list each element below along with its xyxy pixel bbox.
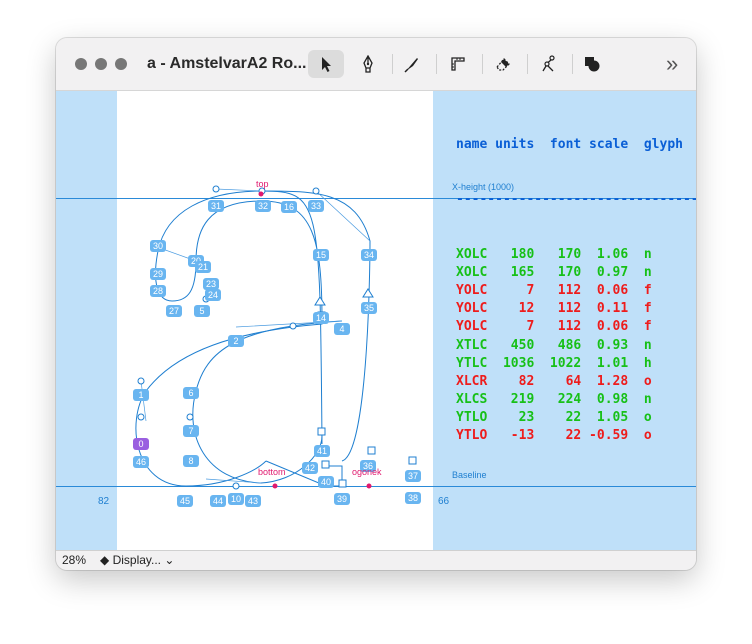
xheight-guide-label: X-height (1000) — [452, 182, 515, 192]
app-window: a - AmstelvarA2 Ro... » — [56, 38, 696, 570]
window-title: a - AmstelvarA2 Ro... — [147, 55, 307, 72]
point-number-badge[interactable]: 42 — [302, 462, 318, 474]
point-number-badge[interactable]: 46 — [133, 456, 149, 468]
metrics-table-row: YTLO -13 22 -0.59 o — [456, 428, 652, 444]
point-number-badge[interactable]: 43 — [245, 495, 261, 507]
point-number-badge[interactable]: 36 — [360, 460, 376, 472]
point-number-badge[interactable]: 38 — [405, 492, 421, 504]
baseline-guide-line[interactable] — [56, 486, 696, 487]
anchor-ogonek-label[interactable]: ogonek — [352, 467, 382, 477]
metrics-table-row: YTLO 23 22 1.05 o — [456, 410, 652, 426]
point-number-badge[interactable]: 28 — [150, 285, 166, 297]
point-number-badge[interactable]: 44 — [210, 495, 226, 507]
zoom-level[interactable]: 28% — [62, 553, 87, 567]
minimize-window-button[interactable] — [95, 58, 107, 70]
point-number-badge[interactable]: 2 — [228, 335, 244, 347]
knife-icon — [404, 58, 418, 73]
eraser-tool-button[interactable] — [485, 50, 521, 78]
glyph-canvas[interactable]: 0124567810141516202123242728293031323334… — [56, 91, 696, 550]
shapes-icon — [585, 57, 600, 72]
point-number-badge[interactable]: 6 — [183, 387, 199, 399]
point-number-badge[interactable]: 5 — [194, 305, 210, 317]
skeleton-tool-button[interactable] — [530, 50, 566, 78]
metrics-table-divider: -------------------------------- — [456, 192, 696, 207]
point-number-badge[interactable]: 24 — [205, 289, 221, 301]
point-number-badge[interactable]: 31 — [208, 200, 224, 212]
metrics-table-row: YTLC 1036 1022 1.01 h — [456, 355, 652, 371]
left-sidebearing-value: 82 — [98, 496, 110, 507]
pointer-tool-button[interactable] — [308, 50, 344, 78]
point-number-badge[interactable]: 14 — [313, 312, 329, 324]
point-number-badge[interactable]: 30 — [150, 240, 166, 252]
metrics-table-row: XOLC 180 170 1.06 n — [456, 246, 652, 262]
close-window-button[interactable] — [75, 58, 87, 70]
metrics-table-header: name units font scale glyph — [456, 137, 683, 153]
point-number-badge[interactable]: 45 — [177, 495, 193, 507]
metrics-table-row: YOLC 12 112 0.11 f — [456, 301, 652, 317]
point-number-badge[interactable]: 33 — [308, 200, 324, 212]
xheight-guide-line[interactable] — [56, 198, 696, 199]
point-number-badge[interactable]: 32 — [255, 200, 271, 212]
point-number-badge[interactable]: 41 — [314, 445, 330, 457]
metrics-table-row: YOLC 7 112 0.06 f — [456, 319, 652, 335]
point-number-badge[interactable]: 15 — [313, 249, 329, 261]
zoom-window-button[interactable] — [115, 58, 127, 70]
metrics-table: name units font scale glyph ------------… — [456, 100, 696, 482]
point-number-badge[interactable]: 35 — [361, 302, 377, 314]
skeleton-icon — [542, 55, 555, 72]
status-bar: 28% ◆ Display... ⌄ — [56, 550, 696, 570]
metrics-table-row: XLCS 219 224 0.98 n — [456, 392, 652, 408]
metrics-table-row: YOLC 7 112 0.06 f — [456, 282, 652, 298]
shapes-tool-button[interactable] — [574, 50, 610, 78]
point-number-badge[interactable]: 10 — [228, 493, 244, 505]
glyph-page — [117, 91, 433, 550]
chevron-down-icon: ⌄ — [164, 553, 175, 567]
point-number-badge[interactable]: 40 — [318, 476, 334, 488]
more-tools-button[interactable]: » — [666, 51, 679, 76]
point-number-badge[interactable]: 39 — [334, 493, 350, 505]
point-number-badge[interactable]: 27 — [166, 305, 182, 317]
right-sidebearing-value: 66 — [438, 496, 450, 507]
point-number-badge[interactable]: 21 — [195, 261, 211, 273]
metrics-table-row: XOLC 165 170 0.97 n — [456, 264, 652, 280]
display-menu-label: ◆ Display... — [100, 553, 162, 567]
baseline-guide-label: Baseline — [452, 470, 487, 480]
display-menu[interactable]: ◆ Display... ⌄ — [100, 553, 174, 567]
point-number-badge[interactable]: 4 — [334, 323, 350, 335]
point-number-badge[interactable]: 8 — [183, 455, 199, 467]
point-number-badge[interactable]: 34 — [361, 249, 377, 261]
point-number-badge[interactable]: 16 — [281, 201, 297, 213]
metrics-table-row: XLCR 82 64 1.28 o — [456, 373, 652, 389]
pen-tool-button[interactable] — [350, 50, 386, 78]
titlebar: a - AmstelvarA2 Ro... » — [56, 38, 696, 91]
point-number-badge[interactable]: 23 — [203, 278, 219, 290]
ruler-tool-button[interactable] — [440, 50, 476, 78]
metrics-table-row: XTLC 450 486 0.93 n — [456, 337, 652, 353]
point-number-badge[interactable]: 29 — [150, 268, 166, 280]
point-number-badge[interactable]: 37 — [405, 470, 421, 482]
anchor-bottom-label[interactable]: bottom — [258, 467, 286, 477]
point-number-badge[interactable]: 1 — [133, 389, 149, 401]
anchor-top-label[interactable]: top — [256, 179, 269, 189]
point-number-badge[interactable]: 0 — [133, 438, 149, 450]
pointer-icon — [322, 57, 331, 72]
point-number-badge[interactable]: 7 — [183, 425, 199, 437]
knife-tool-button[interactable] — [394, 50, 430, 78]
eraser-icon — [496, 58, 510, 71]
glyph-outline[interactable] — [56, 91, 433, 550]
pen-icon — [363, 55, 373, 73]
ruler-icon — [451, 57, 465, 71]
